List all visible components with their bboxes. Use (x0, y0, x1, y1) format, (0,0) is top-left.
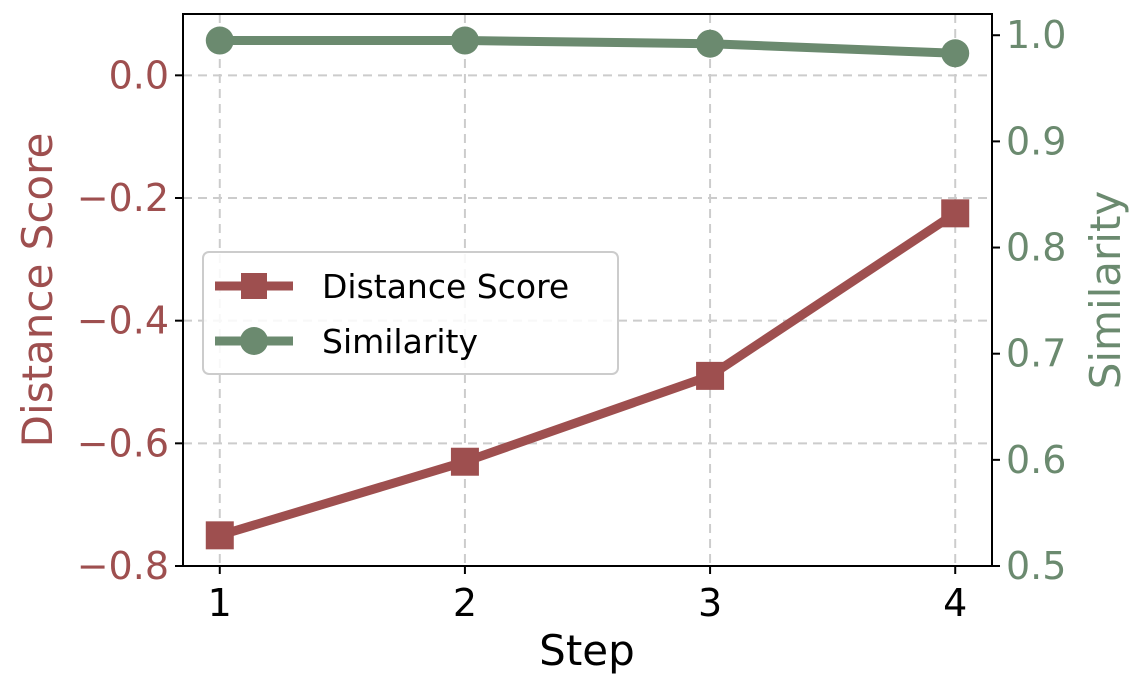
x-axis-title: Step (539, 626, 635, 675)
series-layer (205, 26, 970, 550)
left-y-tick-label: −0.8 (77, 544, 169, 588)
plot-frame (182, 13, 993, 567)
x-tick-label: 2 (453, 581, 477, 625)
similarity-point (941, 39, 970, 68)
left-y-tick-label: 0.0 (109, 53, 169, 97)
right-y-tick-label: 0.6 (1006, 438, 1066, 482)
similarity-point (205, 26, 234, 55)
tick-layer: 1 2 3 4 0.0 −0.2 −0.4 −0.6 −0.8 1.0 0.9 0.8 0.7 0.6 0.… (77, 13, 1067, 625)
right-y-axis-title: Similarity (1081, 191, 1130, 390)
left-y-axis-title: Distance Score (13, 133, 62, 448)
legend-distance-label: Distance Score (322, 267, 569, 306)
similarity-point (450, 26, 479, 55)
legend-distance-marker (241, 273, 267, 299)
left-y-tick-label: −0.6 (77, 421, 169, 465)
legend-similarity-label: Similarity (322, 322, 478, 361)
similarity-point (696, 29, 725, 58)
legend-box (202, 251, 619, 375)
distance-score-point (205, 521, 234, 550)
left-y-tick-label: −0.4 (77, 299, 169, 343)
x-tick-label: 3 (698, 581, 722, 625)
x-tick-label: 1 (208, 581, 232, 625)
right-y-tick-label: 0.8 (1006, 226, 1066, 270)
right-y-tick-label: 0.7 (1006, 332, 1066, 376)
legend-similarity-marker (240, 327, 268, 355)
distance-score-line (215, 208, 960, 540)
right-y-tick-label: 0.5 (1006, 544, 1066, 588)
right-y-tick-label: 0.9 (1006, 119, 1066, 163)
similarity-line (215, 36, 960, 58)
right-y-tick-label: 1.0 (1006, 13, 1066, 57)
distance-score-point (941, 199, 970, 228)
legend: Distance Score Similarity (202, 251, 619, 375)
distance-score-point (696, 361, 725, 390)
x-tick-label: 4 (943, 581, 967, 625)
left-y-tick-label: −0.2 (77, 176, 169, 220)
distance-score-point (450, 447, 479, 476)
